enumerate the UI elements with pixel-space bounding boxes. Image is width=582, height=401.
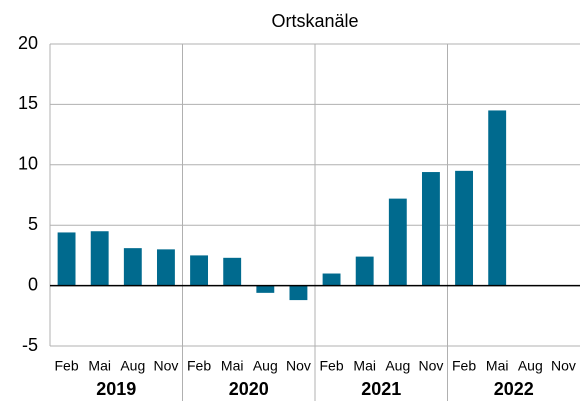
x-tick-label: Aug — [385, 358, 410, 374]
x-tick-label: Mai — [221, 358, 244, 374]
group-label: 2019 — [96, 379, 136, 399]
group-label: 2021 — [361, 379, 401, 399]
bar — [421, 172, 440, 286]
x-tick-label: Nov — [418, 358, 443, 374]
x-tick-label: Aug — [518, 358, 543, 374]
y-tick-label: 15 — [18, 93, 38, 113]
bar — [190, 255, 209, 286]
chart-title: Ortskanäle — [271, 11, 358, 31]
x-tick-label: Feb — [187, 358, 211, 374]
group-label: 2022 — [494, 379, 534, 399]
bar — [223, 257, 242, 286]
x-tick-label: Nov — [286, 358, 311, 374]
y-tick-label: 10 — [18, 154, 38, 174]
x-tick-label: Mai — [486, 358, 509, 374]
x-tick-label: Aug — [253, 358, 278, 374]
x-tick-label: Mai — [88, 358, 111, 374]
y-tick-label: -5 — [22, 335, 38, 355]
bar — [322, 273, 341, 286]
bar — [488, 110, 507, 286]
y-tick-label: 20 — [18, 33, 38, 53]
x-tick-label: Mai — [353, 358, 376, 374]
bar — [455, 170, 474, 286]
x-tick-label: Nov — [153, 358, 178, 374]
bar — [289, 285, 308, 301]
bar — [90, 231, 109, 286]
bar — [355, 256, 374, 286]
x-tick-label: Aug — [120, 358, 145, 374]
bar — [256, 285, 275, 293]
x-tick-label: Feb — [452, 358, 476, 374]
x-tick-label: Feb — [55, 358, 79, 374]
bar — [57, 232, 76, 286]
group-label: 2020 — [229, 379, 269, 399]
x-tick-label: Feb — [320, 358, 344, 374]
y-tick-label: 0 — [28, 274, 38, 294]
bar — [156, 249, 175, 286]
x-tick-label: Nov — [551, 358, 576, 374]
y-tick-label: 5 — [28, 214, 38, 234]
bar — [388, 198, 407, 286]
bar — [123, 248, 142, 286]
